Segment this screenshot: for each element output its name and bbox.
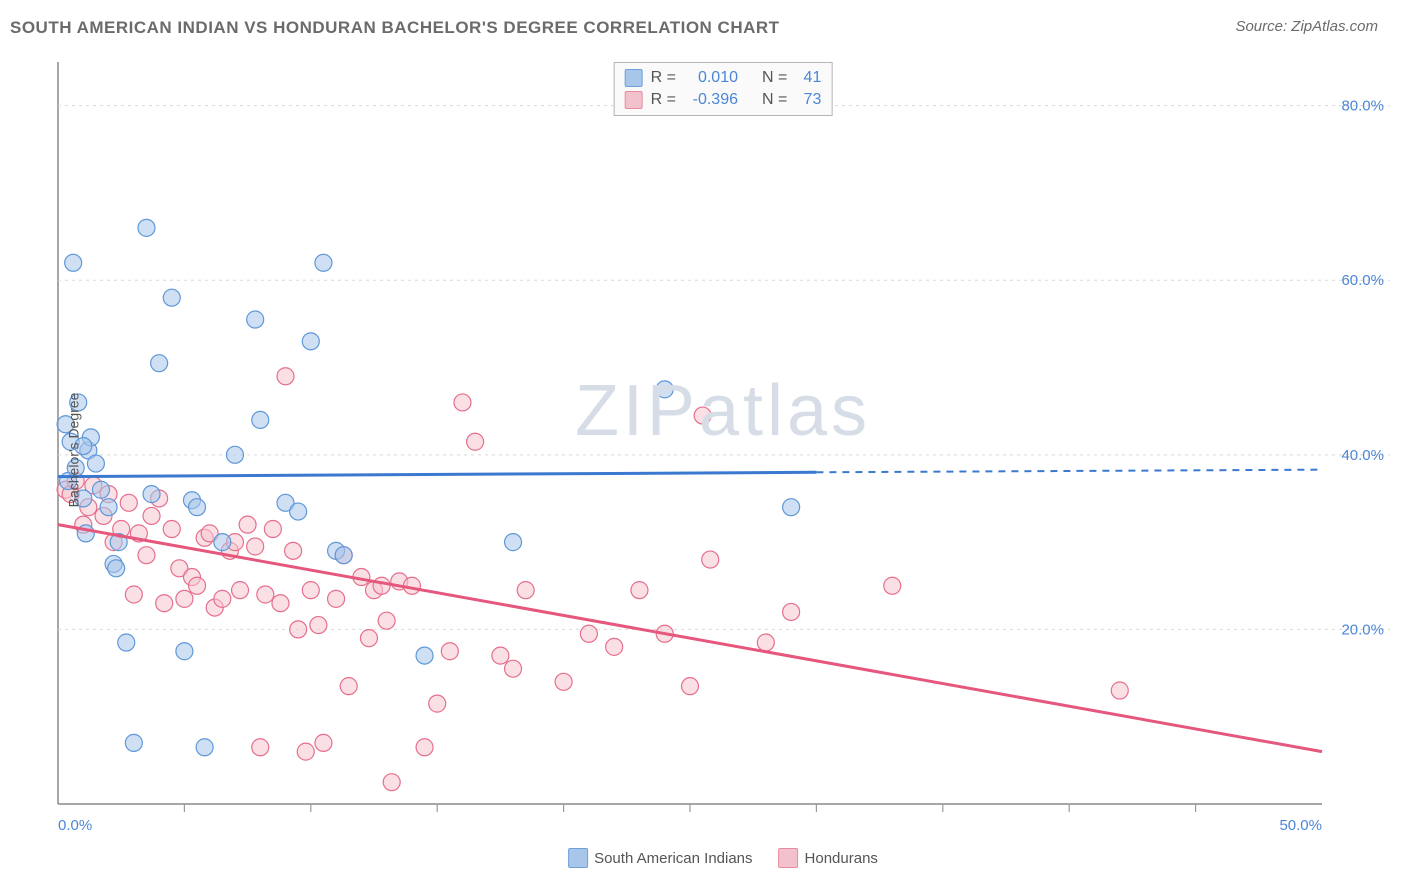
svg-text:40.0%: 40.0% [1341, 447, 1384, 464]
svg-text:60.0%: 60.0% [1341, 272, 1384, 289]
svg-text:80.0%: 80.0% [1341, 98, 1384, 115]
n-label: N = [762, 89, 787, 111]
legend-bottom: South American Indians Hondurans [568, 848, 878, 868]
n-value-sai: 41 [793, 67, 821, 89]
r-value-hon: -0.396 [682, 89, 738, 111]
stats-legend: R = 0.010 N = 41 R = -0.396 N = 73 [614, 62, 833, 116]
swatch-sai-icon [568, 848, 588, 868]
legend-label: South American Indians [594, 850, 752, 867]
n-value-hon: 73 [793, 89, 821, 111]
legend-label: Hondurans [805, 850, 878, 867]
swatch-hon [625, 91, 643, 109]
r-label: R = [651, 89, 676, 111]
n-label: N = [762, 67, 787, 89]
stats-row-sai: R = 0.010 N = 41 [625, 67, 822, 89]
page-title: SOUTH AMERICAN INDIAN VS HONDURAN BACHEL… [10, 18, 780, 38]
scatter-plot: 0.0% 50.0% 20.0% 40.0% 60.0% 80.0% [56, 62, 1390, 838]
legend-item-sai: South American Indians [568, 848, 752, 868]
swatch-hon-icon [779, 848, 799, 868]
r-label: R = [651, 67, 676, 89]
svg-text:50.0%: 50.0% [1279, 817, 1322, 834]
chart-area: Bachelor's Degree ZIPatlas 0.0%50.0%20.0… [56, 62, 1390, 838]
stats-row-hon: R = -0.396 N = 73 [625, 89, 822, 111]
svg-text:20.0%: 20.0% [1341, 621, 1384, 638]
header: SOUTH AMERICAN INDIAN VS HONDURAN BACHEL… [10, 18, 1396, 48]
y-axis-label: Bachelor's Degree [65, 393, 81, 508]
legend-item-hon: Hondurans [779, 848, 878, 868]
r-value-sai: 0.010 [682, 67, 738, 89]
source-label: Source: ZipAtlas.com [1235, 18, 1378, 35]
swatch-sai [625, 69, 643, 87]
svg-text:0.0%: 0.0% [58, 817, 92, 834]
